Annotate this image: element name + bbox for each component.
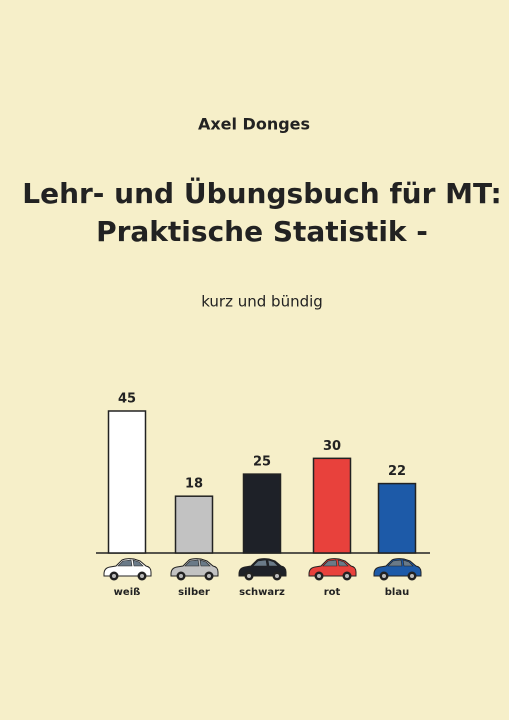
car-icon xyxy=(373,558,422,581)
car-part xyxy=(179,574,183,578)
car-icon xyxy=(103,558,152,581)
value-label: 25 xyxy=(253,455,271,470)
car-part xyxy=(322,559,349,567)
car-part xyxy=(140,574,144,578)
title-line: Praktische Statistik - xyxy=(96,215,428,248)
value-label: 18 xyxy=(185,477,203,492)
bar xyxy=(107,410,147,554)
car-part xyxy=(184,559,211,567)
value-label: 45 xyxy=(118,392,136,407)
value-label: 22 xyxy=(388,464,406,479)
car-part xyxy=(382,574,386,578)
car-icon xyxy=(170,558,219,581)
car-part xyxy=(275,574,279,578)
car-part xyxy=(117,559,144,567)
car-icon xyxy=(308,558,357,581)
bar xyxy=(312,457,352,554)
bar xyxy=(242,473,282,554)
car-part xyxy=(207,574,211,578)
category-label: rot xyxy=(324,587,341,598)
category-label: silber xyxy=(178,587,210,598)
car-part xyxy=(410,574,414,578)
car-part xyxy=(317,574,321,578)
title-line: Lehr- und Übungsbuch für MT: xyxy=(22,176,502,210)
value-label: 30 xyxy=(323,439,341,454)
category-label: blau xyxy=(385,587,409,598)
car-part xyxy=(247,574,251,578)
category-label: schwarz xyxy=(239,587,285,598)
subtitle: kurz und bündig xyxy=(201,293,323,311)
bar xyxy=(174,495,214,554)
author: Axel Donges xyxy=(198,115,310,134)
car-part xyxy=(112,574,116,578)
bar xyxy=(377,482,417,554)
category-label: weiß xyxy=(114,587,141,598)
car-icon xyxy=(238,558,287,581)
car-part xyxy=(387,559,414,567)
car-part xyxy=(345,574,349,578)
car-part xyxy=(252,559,279,567)
